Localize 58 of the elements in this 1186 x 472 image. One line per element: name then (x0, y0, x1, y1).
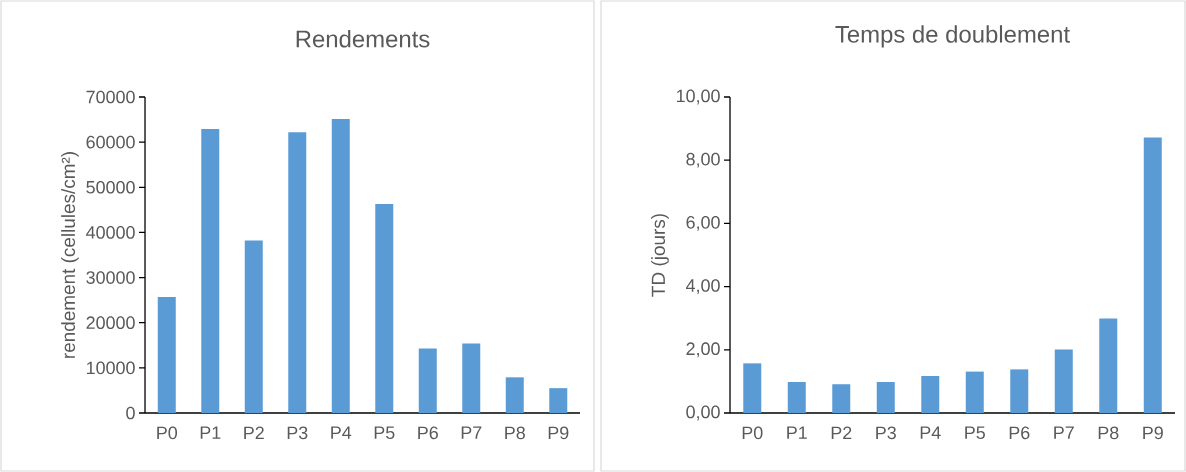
y-tick-label: 60000 (86, 135, 135, 149)
x-tick-label: P0 (742, 426, 763, 440)
y-tick-label: 40000 (86, 226, 135, 239)
x-tick-label: P6 (418, 426, 438, 440)
x-tick-label: P8 (1098, 426, 1119, 440)
bar (505, 377, 524, 413)
y-tick-label: 70000 (86, 90, 135, 104)
y-tick-label: 8,00 (686, 152, 720, 168)
x-tick-label: P1 (787, 426, 807, 439)
bar (876, 382, 895, 413)
x-tick-label: P7 (461, 426, 482, 439)
x-tick-label: P4 (920, 426, 941, 439)
x-tick-label: P9 (1143, 426, 1163, 440)
bar (331, 119, 350, 413)
bar (787, 382, 806, 413)
y-tick-label: 0,00 (686, 405, 720, 421)
y-tick-label: 0 (126, 406, 135, 420)
x-tick-label: P4 (331, 426, 352, 439)
x-tick-label: P0 (157, 426, 178, 440)
bar (462, 343, 481, 413)
bar (157, 296, 176, 413)
y-tick-label: 10000 (86, 361, 135, 375)
bar (375, 203, 394, 413)
x-tick-label: P7 (1054, 426, 1074, 439)
y-axis-title: TD (jours) (651, 214, 669, 297)
x-tick-label: P2 (244, 426, 264, 440)
bar (965, 371, 984, 413)
x-tick-label: P5 (965, 426, 985, 440)
bar (418, 348, 437, 413)
bar (743, 363, 762, 413)
x-tick-label: P2 (831, 426, 852, 440)
bar (921, 376, 940, 413)
x-tick-label: P3 (287, 426, 308, 440)
y-tick-label: 4,00 (686, 279, 720, 294)
bar (549, 388, 568, 413)
x-tick-label: P5 (374, 426, 395, 440)
x-tick-label: P6 (1009, 426, 1030, 440)
bar (1143, 137, 1162, 413)
y-tick-label: 50000 (86, 180, 135, 194)
x-tick-label: P1 (200, 426, 221, 439)
y-tick-label: 2,00 (686, 342, 720, 358)
bar (1054, 349, 1073, 413)
bar (201, 129, 220, 413)
bar (1010, 369, 1029, 413)
bar (244, 240, 263, 413)
bar (288, 132, 307, 413)
y-axis-title: rendement (cellules/cm²) (61, 152, 79, 358)
y-tick-label: 20000 (86, 316, 135, 330)
x-tick-label: P3 (876, 426, 896, 440)
x-tick-label: P9 (548, 426, 569, 440)
bar (1099, 318, 1118, 413)
y-tick-label: 30000 (86, 271, 135, 284)
chart-title: Rendements (296, 29, 430, 48)
y-tick-label: 10,00 (676, 89, 720, 105)
bar (832, 384, 851, 413)
y-tick-label: 6,00 (686, 215, 720, 231)
chart-title: Temps de doublement (835, 25, 1070, 48)
x-tick-label: P8 (505, 426, 525, 440)
